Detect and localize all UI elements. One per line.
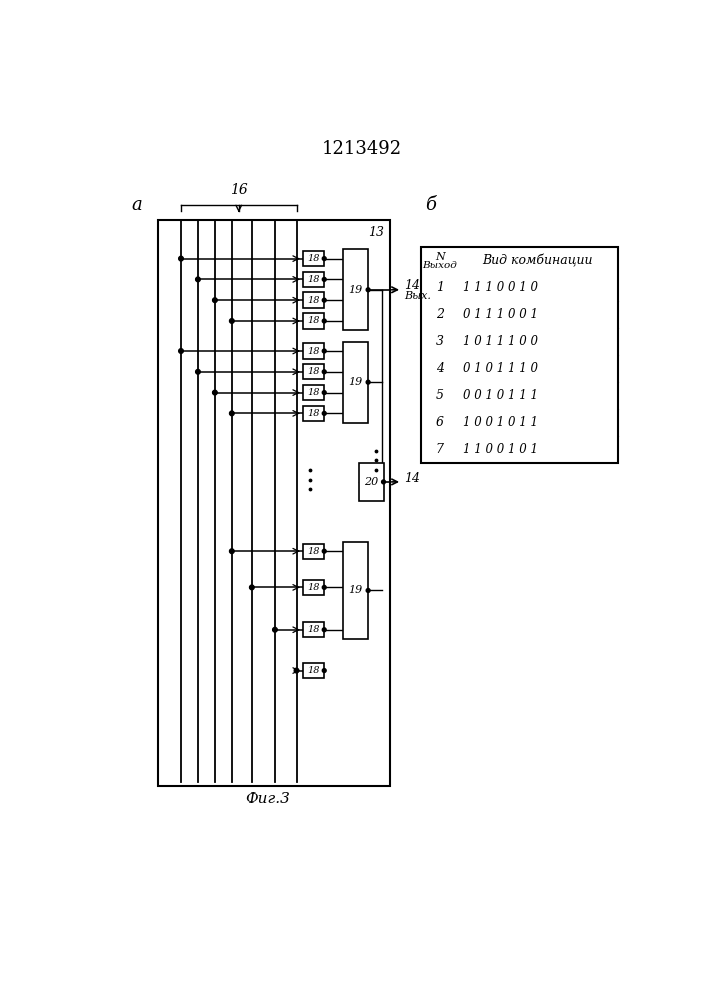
Text: 3: 3 — [436, 335, 444, 348]
Text: 0 1 1 1 0 0 1: 0 1 1 1 0 0 1 — [463, 308, 538, 321]
Text: 18: 18 — [308, 547, 320, 556]
Circle shape — [322, 257, 326, 261]
Bar — [303, 272, 325, 287]
Text: 1 1 1 0 0 1 0: 1 1 1 0 0 1 0 — [463, 281, 538, 294]
Circle shape — [322, 277, 326, 281]
Circle shape — [213, 390, 217, 395]
Circle shape — [250, 585, 254, 590]
Circle shape — [322, 549, 326, 553]
Text: 18: 18 — [308, 666, 320, 675]
Text: Вых.: Вых. — [404, 291, 431, 301]
Bar — [303, 364, 325, 379]
Text: 0 0 1 0 1 1 1: 0 0 1 0 1 1 1 — [463, 389, 538, 402]
Text: 20: 20 — [364, 477, 378, 487]
Text: 4: 4 — [436, 362, 444, 375]
Text: 1: 1 — [436, 281, 444, 294]
Text: 19: 19 — [349, 585, 363, 595]
Circle shape — [179, 256, 183, 261]
Circle shape — [366, 589, 370, 592]
Bar — [303, 544, 325, 559]
Circle shape — [322, 349, 326, 353]
Circle shape — [382, 480, 385, 484]
Text: 18: 18 — [308, 625, 320, 634]
Text: 6: 6 — [436, 416, 444, 429]
Text: 14: 14 — [404, 472, 420, 485]
Bar — [303, 385, 325, 400]
Text: Фиг.3: Фиг.3 — [245, 792, 290, 806]
Text: 1 0 0 1 0 1 1: 1 0 0 1 0 1 1 — [463, 416, 538, 429]
Circle shape — [322, 391, 326, 395]
Text: 18: 18 — [308, 347, 320, 356]
Circle shape — [230, 411, 234, 416]
Circle shape — [322, 298, 326, 302]
Text: б: б — [425, 196, 436, 214]
Text: 14: 14 — [404, 279, 420, 292]
Text: 18: 18 — [308, 254, 320, 263]
Bar — [303, 580, 325, 595]
Circle shape — [196, 369, 200, 374]
Text: 1 1 0 0 1 0 1: 1 1 0 0 1 0 1 — [463, 443, 538, 456]
Circle shape — [294, 668, 299, 673]
Text: 7: 7 — [436, 443, 444, 456]
Text: 13: 13 — [368, 226, 385, 239]
Text: 18: 18 — [308, 409, 320, 418]
Text: 18: 18 — [308, 388, 320, 397]
Circle shape — [322, 319, 326, 323]
Bar — [303, 251, 325, 266]
Circle shape — [230, 319, 234, 323]
Text: 18: 18 — [308, 275, 320, 284]
Text: 19: 19 — [349, 285, 363, 295]
Circle shape — [213, 298, 217, 302]
Circle shape — [179, 349, 183, 353]
Text: 1213492: 1213492 — [322, 140, 402, 158]
Text: а: а — [131, 196, 141, 214]
Bar — [303, 406, 325, 421]
Text: 2: 2 — [436, 308, 444, 321]
Bar — [303, 343, 325, 359]
Circle shape — [322, 585, 326, 589]
Bar — [344, 342, 368, 423]
Bar — [421, 247, 618, 463]
Bar — [303, 313, 325, 329]
Text: Выход: Выход — [422, 261, 457, 270]
Bar — [303, 292, 325, 308]
Bar — [303, 622, 325, 637]
Bar — [359, 463, 383, 501]
Bar — [158, 220, 390, 786]
Circle shape — [322, 628, 326, 632]
Text: 0 1 0 1 1 1 0: 0 1 0 1 1 1 0 — [463, 362, 538, 375]
Bar — [344, 249, 368, 330]
Circle shape — [322, 669, 326, 672]
Circle shape — [196, 277, 200, 282]
Text: N: N — [435, 252, 445, 262]
Circle shape — [322, 370, 326, 374]
Circle shape — [366, 380, 370, 384]
Text: 19: 19 — [349, 377, 363, 387]
Text: 18: 18 — [308, 583, 320, 592]
Text: 18: 18 — [308, 367, 320, 376]
Text: 18: 18 — [308, 316, 320, 325]
Text: 5: 5 — [436, 389, 444, 402]
Text: 18: 18 — [308, 296, 320, 305]
Text: Вид комбинации: Вид комбинации — [483, 254, 593, 267]
Circle shape — [322, 411, 326, 415]
Circle shape — [366, 288, 370, 292]
Circle shape — [273, 627, 277, 632]
Bar — [344, 542, 368, 639]
Circle shape — [230, 549, 234, 554]
Text: 1 0 1 1 1 0 0: 1 0 1 1 1 0 0 — [463, 335, 538, 348]
Bar — [303, 663, 325, 678]
Text: 16: 16 — [230, 183, 247, 197]
